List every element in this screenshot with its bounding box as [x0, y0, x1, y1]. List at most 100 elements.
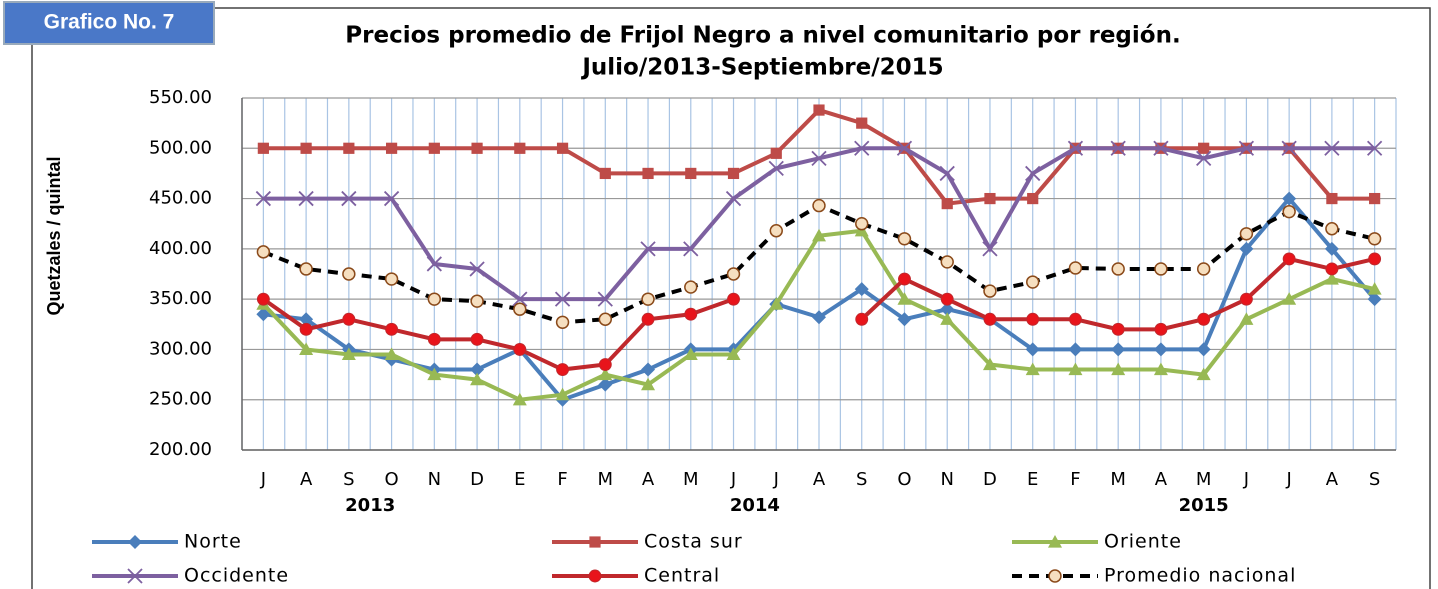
marker	[1068, 362, 1083, 376]
marker	[598, 312, 612, 326]
marker	[770, 147, 782, 159]
marker	[1110, 140, 1126, 156]
marker	[1153, 342, 1168, 357]
x-tick-label: N	[428, 469, 441, 490]
marker	[299, 322, 313, 336]
marker	[256, 245, 271, 259]
marker	[811, 150, 827, 166]
marker	[812, 310, 826, 325]
marker	[1324, 241, 1339, 256]
x-tick-label: M	[1110, 469, 1126, 490]
marker	[513, 342, 527, 356]
marker	[384, 347, 399, 361]
marker	[554, 291, 571, 307]
marker	[1198, 142, 1210, 154]
x-tick-label: J	[730, 469, 736, 490]
marker	[683, 241, 699, 257]
marker	[426, 256, 442, 272]
marker	[1068, 312, 1082, 326]
x-tick-label: D	[470, 469, 484, 490]
x-tick-label: S	[1369, 469, 1380, 490]
marker	[1238, 140, 1255, 156]
marker	[726, 267, 741, 281]
marker	[1111, 262, 1125, 276]
marker	[512, 291, 528, 307]
marker	[940, 312, 955, 325]
badge: Grafico No. 7	[44, 11, 175, 34]
marker	[1282, 191, 1297, 206]
marker	[896, 140, 913, 156]
x-tick-label: S	[343, 469, 354, 490]
marker	[427, 292, 442, 306]
marker	[599, 167, 611, 180]
marker	[940, 255, 954, 269]
marker	[1025, 165, 1041, 182]
y-tick-label: 400.00	[149, 238, 212, 259]
x-tick-label: A	[1155, 469, 1168, 490]
marker	[855, 217, 869, 231]
legend-label: Norte	[184, 531, 242, 553]
marker	[1282, 204, 1296, 219]
marker	[471, 142, 483, 154]
x-tick-label: J	[1243, 469, 1249, 490]
marker	[588, 569, 602, 583]
marker	[725, 190, 742, 207]
y-axis-label: Quetzales / quintal	[44, 156, 64, 315]
marker	[898, 272, 911, 286]
marker	[983, 284, 997, 298]
marker	[769, 224, 783, 238]
marker	[941, 198, 953, 210]
marker	[1154, 262, 1168, 276]
marker	[1048, 569, 1062, 583]
marker	[1196, 262, 1211, 276]
marker	[428, 142, 440, 154]
marker	[469, 261, 485, 277]
marker	[470, 332, 484, 346]
marker	[342, 267, 356, 281]
marker	[641, 312, 655, 326]
marker	[1367, 232, 1382, 246]
marker	[1154, 322, 1168, 336]
x-tick-label: D	[983, 469, 997, 490]
marker	[726, 347, 741, 361]
marker	[597, 291, 613, 307]
marker	[1239, 292, 1253, 306]
marker	[1325, 262, 1339, 276]
marker	[813, 104, 825, 116]
marker	[427, 332, 441, 346]
marker	[343, 142, 355, 154]
marker	[1239, 241, 1254, 256]
marker	[982, 357, 997, 371]
marker	[983, 312, 997, 326]
y-tick-label: 450.00	[149, 188, 212, 209]
marker	[427, 367, 442, 381]
marker	[299, 262, 313, 276]
marker	[257, 142, 269, 154]
marker	[897, 312, 912, 327]
x-tick-label: E	[1027, 469, 1038, 490]
marker	[1026, 312, 1040, 326]
marker	[684, 280, 698, 294]
y-tick-label: 250.00	[149, 389, 212, 410]
marker	[1068, 261, 1083, 275]
y-tick-label: 300.00	[149, 338, 212, 359]
y-tick-label: 350.00	[149, 288, 212, 309]
marker	[939, 165, 955, 182]
x-tick-label: J	[773, 469, 779, 490]
marker	[641, 377, 656, 391]
x-tick-label: J	[260, 469, 266, 490]
legend-label: Oriente	[1104, 531, 1182, 553]
marker	[1282, 292, 1297, 305]
marker	[641, 362, 656, 377]
marker	[470, 294, 484, 308]
legend-label: Occidente	[184, 565, 289, 587]
marker	[684, 307, 698, 321]
marker	[299, 312, 314, 327]
y-tick-label: 550.00	[149, 87, 212, 108]
marker	[640, 241, 656, 257]
x-tick-label: S	[856, 469, 867, 490]
marker	[940, 292, 954, 306]
marker	[1239, 312, 1254, 325]
marker	[299, 342, 314, 356]
